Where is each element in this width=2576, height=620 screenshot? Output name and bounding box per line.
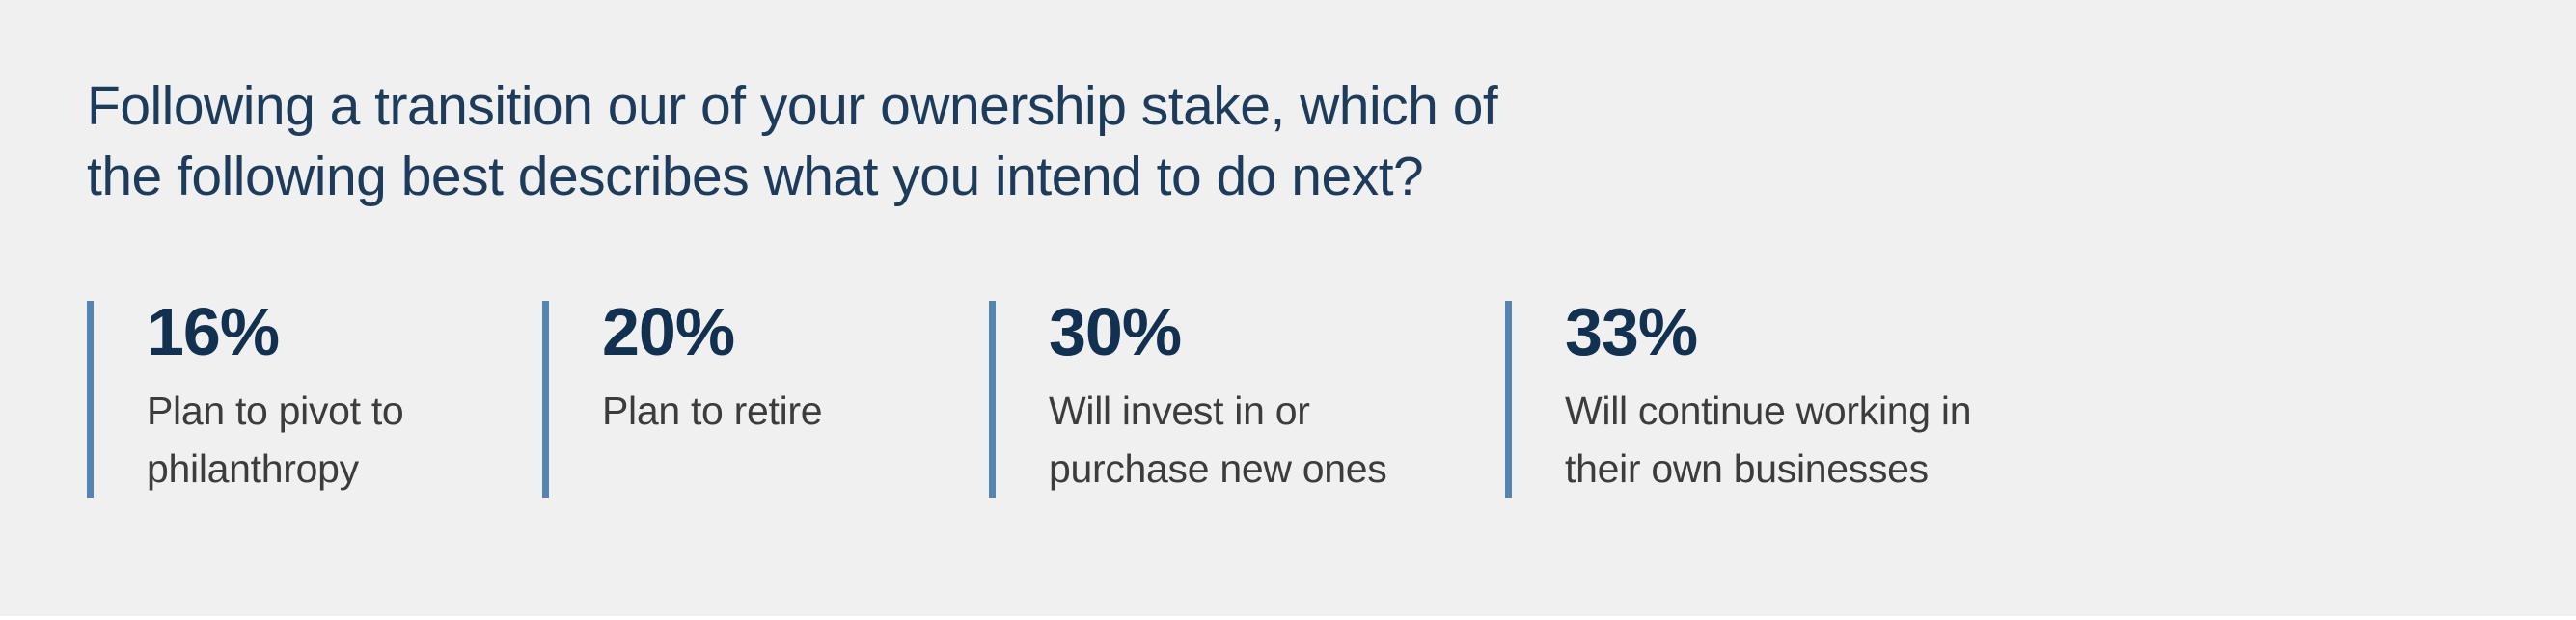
stat-value: 20% bbox=[602, 294, 735, 369]
stat-item-philanthropy: 16% Plan to pivot to philanthropy bbox=[87, 297, 542, 498]
stat-item-continue-working: 33% Will continue working in their own b… bbox=[1505, 297, 2103, 498]
stat-text: 16% Plan to pivot to philanthropy bbox=[94, 297, 404, 498]
stat-label: Will continue working in their own busin… bbox=[1565, 389, 1972, 491]
stat-value: 16% bbox=[147, 294, 280, 369]
stat-accent-bar bbox=[1505, 301, 1512, 498]
stat-label: Plan to pivot to philanthropy bbox=[147, 389, 404, 491]
stat-accent-bar bbox=[542, 301, 549, 498]
stat-accent-bar bbox=[87, 301, 94, 498]
stat-value: 30% bbox=[1049, 294, 1182, 369]
stats-row: 16% Plan to pivot to philanthropy 20% Pl… bbox=[87, 297, 2103, 498]
bottom-edge-strip bbox=[0, 616, 2576, 620]
question-title-line2: the following best describes what you in… bbox=[87, 146, 1424, 207]
stat-text: 30% Will invest in or purchase new ones bbox=[996, 297, 1387, 498]
question-title-line1: Following a transition our of your owner… bbox=[87, 75, 1498, 137]
stat-value: 33% bbox=[1565, 294, 1698, 369]
stat-accent-bar bbox=[989, 301, 996, 498]
stat-item-retire: 20% Plan to retire bbox=[542, 297, 989, 498]
stat-text: 33% Will continue working in their own b… bbox=[1512, 297, 1972, 498]
question-title: Following a transition our of your owner… bbox=[87, 71, 1498, 212]
stat-label: Will invest in or purchase new ones bbox=[1049, 389, 1387, 491]
stat-label: Plan to retire bbox=[602, 389, 823, 433]
stat-item-invest: 30% Will invest in or purchase new ones bbox=[989, 297, 1505, 498]
stat-text: 20% Plan to retire bbox=[549, 297, 823, 498]
